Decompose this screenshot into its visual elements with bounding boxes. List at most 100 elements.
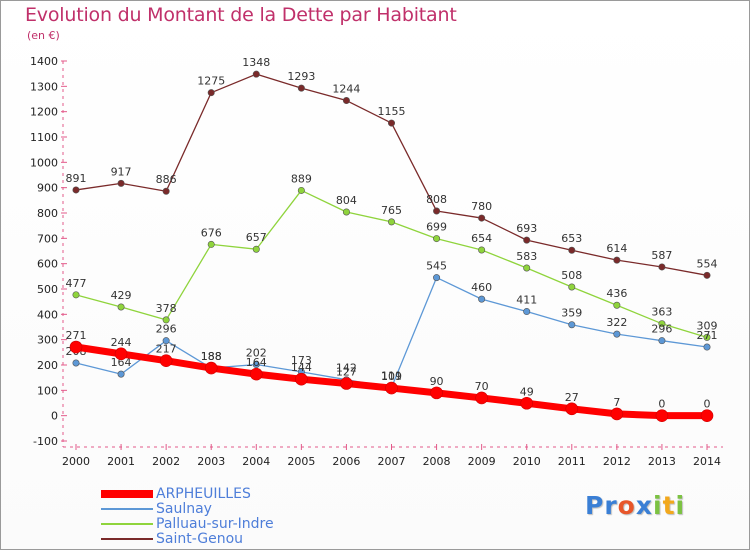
data-point-palluau-sur-indre <box>613 301 621 309</box>
data-point-arpheuilles <box>700 409 714 422</box>
x-tick-label: 2005 <box>287 455 315 468</box>
data-point-saint-genou <box>117 179 125 187</box>
y-tick-label: 500 <box>37 283 58 296</box>
data-label-saulnay: 111 <box>381 370 402 383</box>
legend-swatch-palluau-sur-indre <box>101 523 153 525</box>
data-label-arpheuilles: 70 <box>475 380 489 393</box>
y-tick-label: 400 <box>37 308 58 321</box>
data-point-palluau-sur-indre <box>703 333 711 341</box>
data-label-arpheuilles: 164 <box>246 356 267 369</box>
x-tick-label: 2007 <box>378 455 406 468</box>
data-label-saint-genou: 587 <box>651 249 672 262</box>
data-label-palluau-sur-indre: 378 <box>156 302 177 315</box>
data-label-palluau-sur-indre: 765 <box>381 204 402 217</box>
data-point-saulnay <box>658 337 666 345</box>
y-tick-label: 100 <box>37 384 58 397</box>
data-point-arpheuilles <box>114 347 128 361</box>
data-point-saint-genou <box>523 236 531 244</box>
data-point-palluau-sur-indre <box>387 218 395 226</box>
data-point-palluau-sur-indre <box>207 240 215 248</box>
data-point-saint-genou <box>162 187 170 195</box>
data-label-palluau-sur-indre: 583 <box>516 250 537 263</box>
legend-item-arpheuilles: ARPHEUILLES <box>101 486 361 502</box>
data-point-saulnay <box>162 337 170 345</box>
data-point-saulnay <box>117 370 125 378</box>
data-label-arpheuilles: 0 <box>658 398 665 411</box>
data-label-saulnay: 296 <box>651 323 672 336</box>
legend-item-saulnay: Saulnay <box>101 501 361 517</box>
data-point-palluau-sur-indre <box>72 291 80 299</box>
y-tick-label: 700 <box>37 232 58 245</box>
data-point-palluau-sur-indre <box>478 246 486 254</box>
data-label-arpheuilles: 217 <box>156 343 177 356</box>
data-label-saulnay: 164 <box>111 356 132 369</box>
data-label-saulnay: 359 <box>561 307 582 320</box>
legend-swatch-saint-genou <box>101 538 153 540</box>
data-label-arpheuilles: 144 <box>291 361 312 374</box>
data-point-arpheuilles <box>249 367 263 381</box>
y-tick-label: 200 <box>37 359 58 372</box>
data-point-saulnay <box>613 330 621 338</box>
data-label-palluau-sur-indre: 363 <box>651 306 672 319</box>
x-tick-label: 2001 <box>107 455 135 468</box>
data-point-arpheuilles <box>565 402 579 416</box>
data-label-saint-genou: 614 <box>606 242 627 255</box>
legend-label-saint-genou: Saint-Genou <box>156 531 244 547</box>
data-point-saint-genou <box>342 97 350 105</box>
data-label-saulnay: 322 <box>606 316 627 329</box>
legend-label-palluau-sur-indre: Palluau-sur-Indre <box>156 516 274 532</box>
y-tick-label: 1000 <box>30 156 58 169</box>
data-label-saulnay: 271 <box>697 329 718 342</box>
data-point-saint-genou <box>387 119 395 127</box>
data-label-saint-genou: 891 <box>66 172 87 185</box>
x-tick-label: 2012 <box>603 455 631 468</box>
data-point-palluau-sur-indre <box>523 264 531 272</box>
data-label-saulnay: 296 <box>156 323 177 336</box>
data-point-arpheuilles <box>295 372 308 386</box>
data-label-saint-genou: 693 <box>516 222 537 235</box>
data-point-saint-genou <box>568 246 576 254</box>
data-point-palluau-sur-indre <box>568 283 576 291</box>
data-label-palluau-sur-indre: 889 <box>291 172 312 185</box>
proxiti-logo: Proxiti <box>585 491 686 520</box>
data-label-arpheuilles: 90 <box>430 375 444 388</box>
data-point-palluau-sur-indre <box>297 186 305 194</box>
data-point-arpheuilles <box>430 386 443 400</box>
data-label-saint-genou: 554 <box>697 257 718 270</box>
data-label-palluau-sur-indre: 436 <box>606 287 627 300</box>
data-label-saint-genou: 808 <box>426 193 447 206</box>
data-label-saint-genou: 1244 <box>332 83 360 96</box>
data-point-palluau-sur-indre <box>162 316 170 324</box>
data-point-arpheuilles <box>204 361 218 375</box>
data-label-arpheuilles: 109 <box>381 370 402 383</box>
data-point-saint-genou <box>703 271 711 279</box>
data-label-palluau-sur-indre: 477 <box>66 277 87 290</box>
data-label-saint-genou: 1155 <box>378 105 406 118</box>
data-label-palluau-sur-indre: 657 <box>246 231 267 244</box>
data-label-saint-genou: 886 <box>156 173 177 186</box>
data-point-palluau-sur-indre <box>658 320 666 328</box>
data-label-arpheuilles: 188 <box>201 350 222 363</box>
data-point-saint-genou <box>207 89 215 97</box>
data-point-saint-genou <box>658 263 666 271</box>
x-tick-label: 2013 <box>648 455 676 468</box>
data-label-saulnay: 411 <box>516 294 537 307</box>
data-label-saulnay: 188 <box>201 350 222 363</box>
chart-legend: ARPHEUILLES Saulnay Palluau-sur-Indre Saint… <box>101 486 361 547</box>
data-point-saulnay <box>433 274 441 282</box>
data-point-saulnay <box>478 295 486 303</box>
x-tick-label: 2003 <box>197 455 225 468</box>
y-tick-label: 600 <box>37 258 58 271</box>
data-label-arpheuilles: 244 <box>111 336 132 349</box>
data-point-arpheuilles <box>159 354 173 367</box>
x-tick-label: 2010 <box>513 455 541 468</box>
data-point-arpheuilles <box>610 407 624 421</box>
y-tick-label: 900 <box>37 182 58 195</box>
data-label-palluau-sur-indre: 654 <box>471 232 492 245</box>
data-point-saulnay <box>568 321 576 329</box>
chart-subtitle: (en €) <box>27 29 60 42</box>
data-label-saint-genou: 1348 <box>242 56 270 69</box>
chart-title: Evolution du Montant de la Dette par Hab… <box>25 4 457 26</box>
data-label-saint-genou: 1293 <box>287 70 315 83</box>
